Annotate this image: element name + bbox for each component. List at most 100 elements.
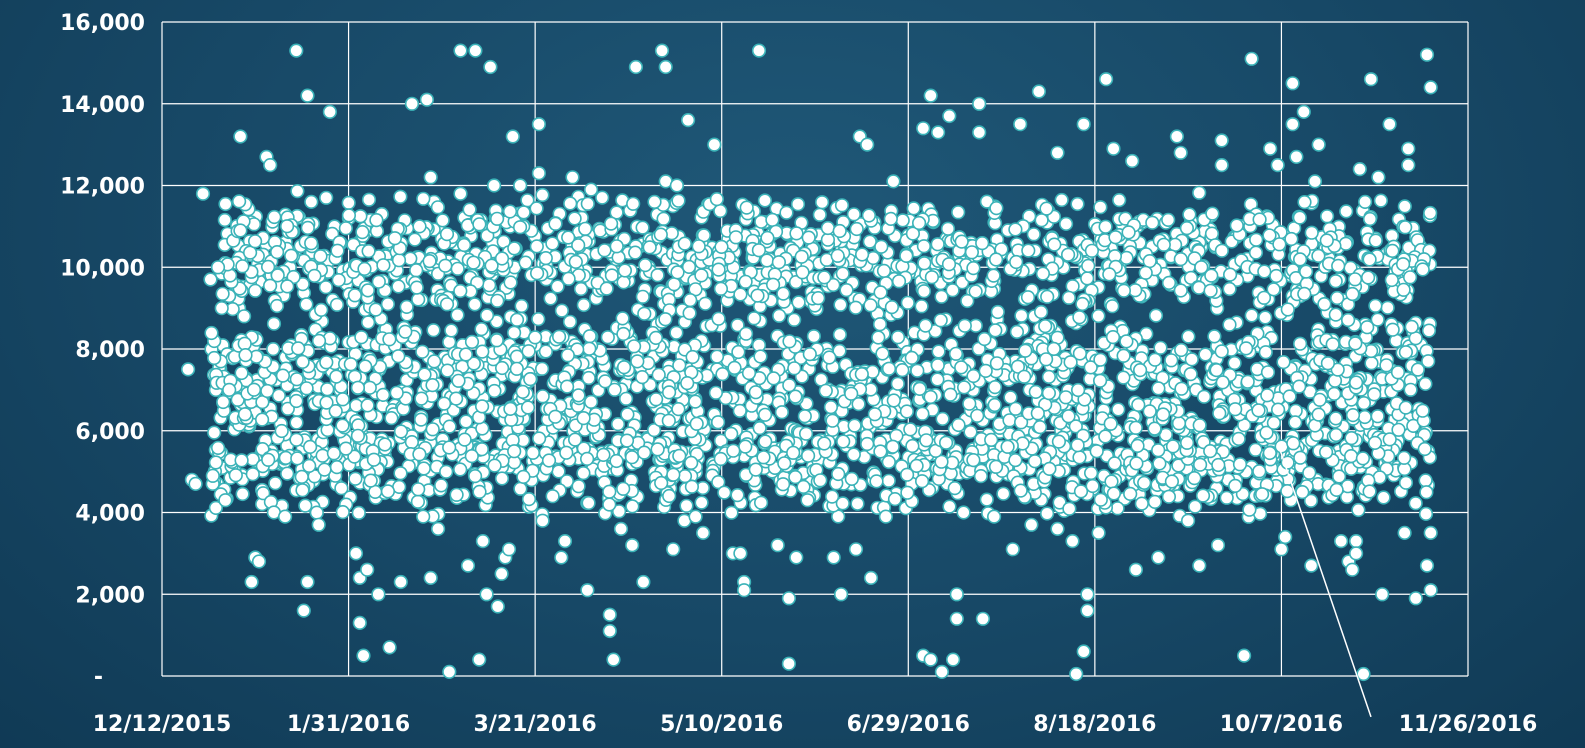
data-point — [751, 43, 767, 58]
data-point — [972, 125, 987, 140]
data-point — [294, 469, 309, 485]
data-point — [966, 368, 981, 384]
data-point — [475, 533, 491, 549]
data-point — [1288, 403, 1303, 418]
data-point — [1382, 432, 1397, 447]
data-point — [990, 304, 1005, 320]
data-point — [1034, 213, 1049, 228]
data-point — [1274, 439, 1289, 454]
data-point — [1195, 488, 1211, 503]
data-point — [1105, 330, 1121, 345]
data-point — [669, 325, 684, 340]
data-point — [966, 261, 981, 276]
data-point — [979, 194, 995, 209]
data-point — [1286, 436, 1301, 451]
data-point — [1013, 483, 1028, 498]
data-point — [1020, 290, 1036, 305]
data-point — [1070, 196, 1085, 212]
data-point — [758, 434, 773, 449]
data-point — [753, 349, 768, 364]
data-point — [1375, 587, 1390, 602]
data-point — [230, 392, 245, 407]
data-point — [1215, 375, 1230, 390]
data-point — [238, 348, 253, 363]
data-point — [1270, 402, 1286, 417]
data-point — [1312, 392, 1327, 407]
data-point — [393, 466, 408, 481]
data-point — [914, 299, 929, 314]
data-point — [1198, 347, 1213, 362]
data-point — [779, 205, 794, 220]
data-point — [671, 193, 686, 208]
data-point — [835, 496, 850, 511]
data-point — [1398, 220, 1413, 235]
data-point — [1051, 434, 1066, 449]
data-point — [509, 361, 524, 376]
data-point — [1040, 289, 1055, 304]
data-point — [439, 227, 455, 242]
data-point — [1161, 212, 1176, 227]
data-point — [1105, 299, 1120, 314]
data-point — [951, 205, 966, 220]
data-point — [309, 505, 324, 520]
data-point — [691, 239, 706, 254]
data-point — [942, 108, 957, 124]
data-point — [449, 391, 464, 406]
data-point — [295, 354, 310, 370]
data-point — [1259, 425, 1274, 440]
data-point — [817, 436, 832, 451]
data-point — [516, 469, 531, 485]
data-point — [635, 370, 650, 385]
data-point — [581, 495, 596, 511]
data-point — [1345, 562, 1360, 577]
data-point — [774, 405, 790, 420]
data-point — [1183, 270, 1199, 286]
data-point — [760, 230, 775, 245]
data-point — [1252, 212, 1267, 227]
data-point — [895, 213, 910, 228]
data-point — [1110, 501, 1125, 516]
data-point — [776, 286, 791, 301]
data-point — [1396, 282, 1411, 297]
data-point — [820, 232, 836, 247]
data-point — [439, 464, 454, 479]
data-point — [1212, 406, 1227, 421]
data-point — [1418, 473, 1433, 488]
data-point — [1070, 438, 1085, 453]
data-point — [923, 652, 938, 667]
data-point — [550, 279, 565, 294]
data-point — [300, 220, 315, 235]
data-point — [905, 226, 921, 241]
data-point — [924, 270, 940, 285]
data-point — [411, 482, 426, 497]
data-point — [945, 283, 960, 298]
data-point — [1345, 286, 1360, 302]
data-point — [1054, 192, 1069, 208]
data-point — [1010, 359, 1026, 374]
data-point — [399, 299, 414, 315]
data-point — [688, 509, 703, 524]
data-point — [357, 261, 372, 277]
data-point — [1050, 145, 1065, 160]
data-point — [233, 129, 248, 144]
data-point — [801, 230, 816, 245]
data-point — [1173, 283, 1188, 298]
data-point — [1148, 308, 1164, 323]
data-point — [1408, 591, 1423, 606]
data-point — [1228, 402, 1243, 417]
data-point — [684, 455, 699, 471]
data-point — [494, 471, 510, 486]
data-point — [416, 509, 431, 524]
data-point — [318, 280, 334, 295]
data-point — [851, 397, 866, 412]
data-point — [1423, 205, 1438, 221]
y-tick-label: 12,000 — [60, 175, 145, 200]
data-point — [303, 439, 318, 455]
data-point — [207, 425, 222, 440]
data-point — [248, 234, 263, 249]
data-point — [966, 453, 981, 468]
data-point — [278, 450, 293, 466]
data-point — [1292, 379, 1307, 394]
data-point — [1339, 204, 1354, 219]
data-point — [914, 474, 930, 489]
